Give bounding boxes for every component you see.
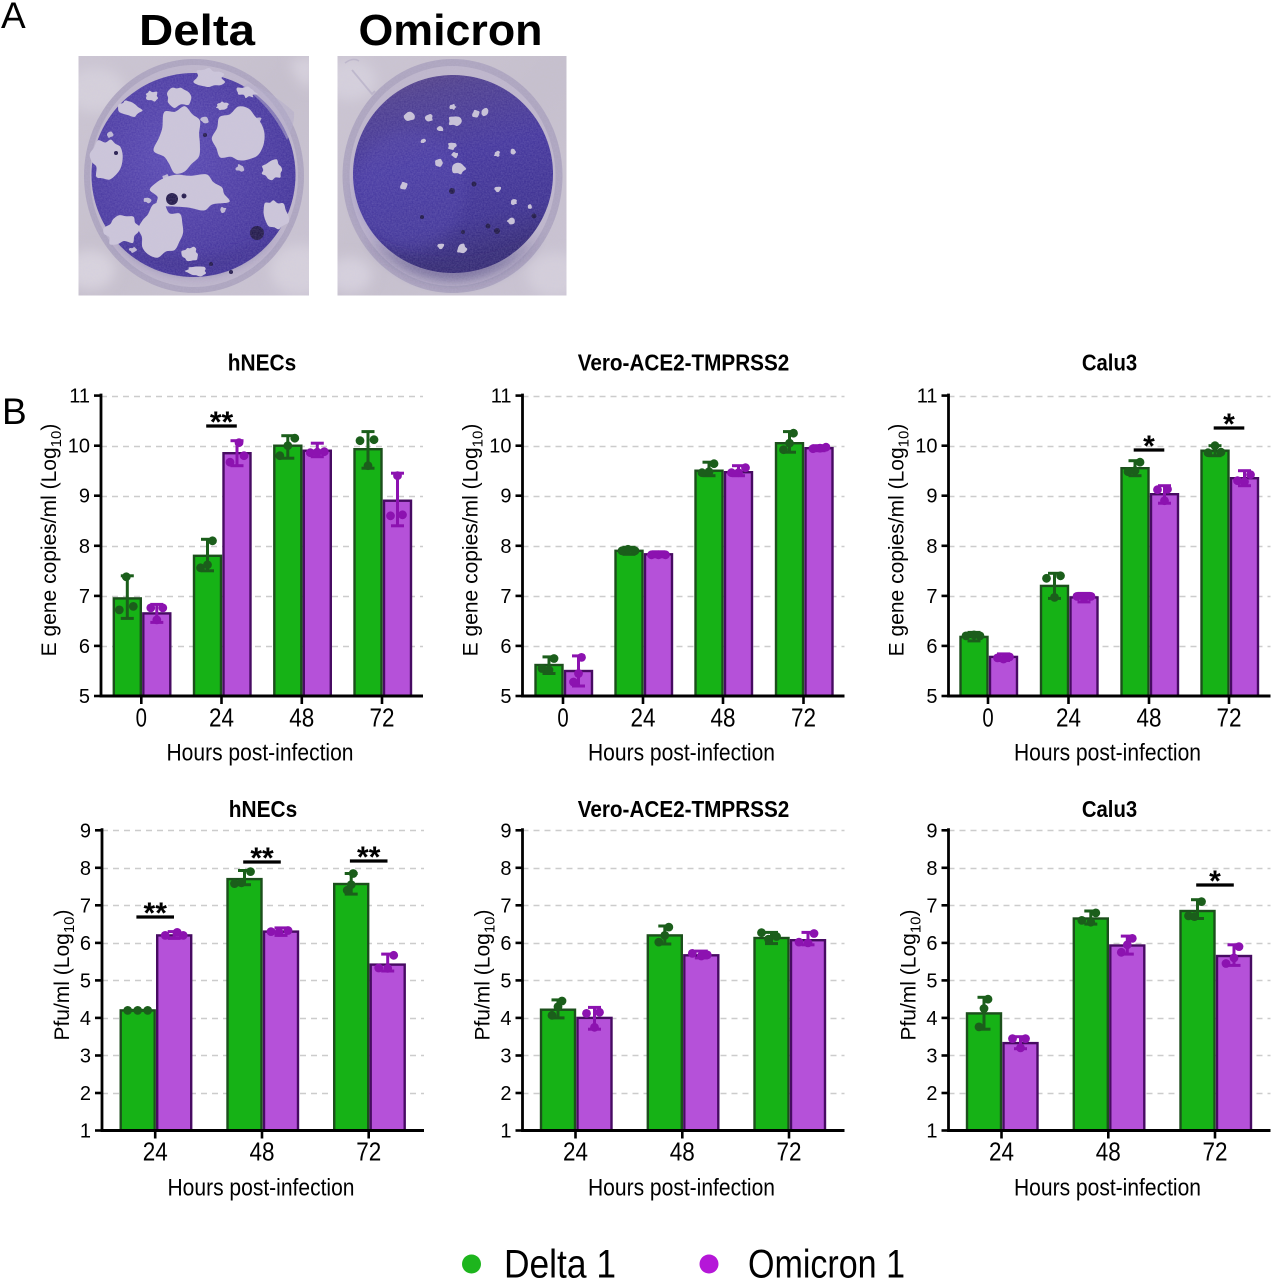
svg-text:E gene copies/ml (Log10): E gene copies/ml (Log10): [460, 424, 487, 657]
svg-text:6: 6: [500, 933, 511, 955]
svg-text:Pfu/ml (Log10): Pfu/ml (Log10): [472, 909, 499, 1040]
svg-text:7: 7: [500, 895, 511, 917]
svg-text:9: 9: [500, 820, 511, 842]
svg-text:2: 2: [80, 1083, 91, 1105]
svg-text:Omicron: Omicron: [359, 6, 543, 55]
svg-text:6: 6: [79, 636, 90, 658]
svg-text:*: *: [1143, 430, 1155, 463]
svg-text:4: 4: [926, 1008, 937, 1030]
svg-text:3: 3: [500, 1045, 511, 1067]
svg-text:4: 4: [80, 1008, 91, 1030]
svg-text:4: 4: [500, 1008, 511, 1030]
svg-text:8: 8: [500, 536, 511, 558]
svg-text:72: 72: [356, 1137, 381, 1167]
svg-text:48: 48: [250, 1137, 275, 1167]
svg-text:Delta: Delta: [139, 6, 256, 55]
svg-text:0: 0: [982, 703, 993, 733]
svg-text:7: 7: [80, 895, 91, 917]
svg-text:8: 8: [79, 536, 90, 558]
svg-text:48: 48: [1096, 1137, 1121, 1167]
svg-text:5: 5: [926, 686, 937, 708]
svg-text:6: 6: [80, 933, 91, 955]
svg-text:Vero-ACE2-TMPRSS2: Vero-ACE2-TMPRSS2: [578, 350, 790, 376]
svg-text:3: 3: [80, 1045, 91, 1067]
svg-text:E gene copies/ml (Log10): E gene copies/ml (Log10): [886, 424, 913, 657]
svg-text:Hours post-infection: Hours post-infection: [588, 740, 775, 767]
svg-text:11: 11: [69, 386, 90, 408]
svg-text:24: 24: [1056, 703, 1081, 733]
svg-text:8: 8: [500, 858, 511, 880]
svg-text:2: 2: [500, 1083, 511, 1105]
svg-text:7: 7: [926, 586, 937, 608]
svg-text:10: 10: [915, 436, 937, 458]
svg-text:48: 48: [670, 1137, 695, 1167]
svg-text:6: 6: [926, 933, 937, 955]
svg-text:10: 10: [489, 436, 511, 458]
svg-text:*: *: [1209, 865, 1221, 898]
svg-text:7: 7: [79, 586, 90, 608]
svg-text:9: 9: [926, 486, 937, 508]
svg-text:7: 7: [500, 586, 511, 608]
svg-text:6: 6: [926, 636, 937, 658]
svg-text:Hours post-infection: Hours post-infection: [1014, 740, 1201, 767]
svg-text:11: 11: [491, 386, 512, 408]
svg-text:0: 0: [136, 703, 147, 733]
svg-text:24: 24: [143, 1137, 168, 1167]
svg-text:**: **: [357, 841, 381, 874]
svg-text:5: 5: [79, 686, 90, 708]
svg-text:9: 9: [80, 820, 91, 842]
svg-text:72: 72: [777, 1137, 802, 1167]
svg-text:2: 2: [926, 1083, 937, 1105]
svg-text:72: 72: [370, 703, 395, 733]
svg-text:5: 5: [500, 970, 511, 992]
svg-text:9: 9: [926, 820, 937, 842]
svg-text:Calu3: Calu3: [1082, 796, 1137, 822]
svg-text:24: 24: [631, 703, 656, 733]
svg-text:5: 5: [926, 970, 937, 992]
svg-text:0: 0: [557, 703, 568, 733]
svg-text:6: 6: [500, 636, 511, 658]
svg-text:7: 7: [926, 895, 937, 917]
svg-text:hNECs: hNECs: [229, 796, 297, 822]
svg-text:9: 9: [79, 486, 90, 508]
svg-text:9: 9: [500, 486, 511, 508]
svg-text:**: **: [250, 842, 274, 875]
svg-text:hNECs: hNECs: [228, 350, 296, 376]
svg-text:**: **: [210, 406, 234, 439]
svg-text:Hours post-infection: Hours post-infection: [168, 1175, 355, 1202]
svg-text:8: 8: [80, 858, 91, 880]
svg-text:5: 5: [500, 686, 511, 708]
svg-text:Calu3: Calu3: [1082, 350, 1137, 376]
svg-text:24: 24: [989, 1137, 1014, 1167]
svg-text:B: B: [2, 391, 27, 432]
svg-text:1: 1: [926, 1121, 937, 1143]
svg-text:48: 48: [711, 703, 736, 733]
svg-text:Omicron 1: Omicron 1: [748, 1243, 905, 1279]
svg-text:Hours post-infection: Hours post-infection: [1014, 1175, 1201, 1202]
svg-text:1: 1: [500, 1121, 511, 1143]
svg-text:A: A: [1, 0, 26, 36]
svg-text:8: 8: [926, 858, 937, 880]
svg-text:48: 48: [289, 703, 314, 733]
svg-text:48: 48: [1137, 703, 1162, 733]
svg-text:72: 72: [1217, 703, 1242, 733]
svg-text:*: *: [1223, 408, 1235, 441]
svg-text:72: 72: [791, 703, 816, 733]
svg-text:8: 8: [926, 536, 937, 558]
svg-text:72: 72: [1203, 1137, 1228, 1167]
svg-text:Hours post-infection: Hours post-infection: [588, 1175, 775, 1202]
svg-text:24: 24: [209, 703, 234, 733]
svg-text:24: 24: [563, 1137, 588, 1167]
svg-text:Delta 1: Delta 1: [504, 1243, 616, 1279]
svg-text:**: **: [144, 897, 168, 930]
svg-text:11: 11: [917, 386, 938, 408]
svg-text:Vero-ACE2-TMPRSS2: Vero-ACE2-TMPRSS2: [578, 796, 790, 822]
svg-text:Hours post-infection: Hours post-infection: [167, 740, 354, 767]
svg-text:10: 10: [68, 436, 90, 458]
svg-text:3: 3: [926, 1045, 937, 1067]
svg-text:E gene copies/ml (Log10): E gene copies/ml (Log10): [38, 424, 65, 657]
svg-text:1: 1: [80, 1121, 91, 1143]
svg-text:5: 5: [80, 970, 91, 992]
